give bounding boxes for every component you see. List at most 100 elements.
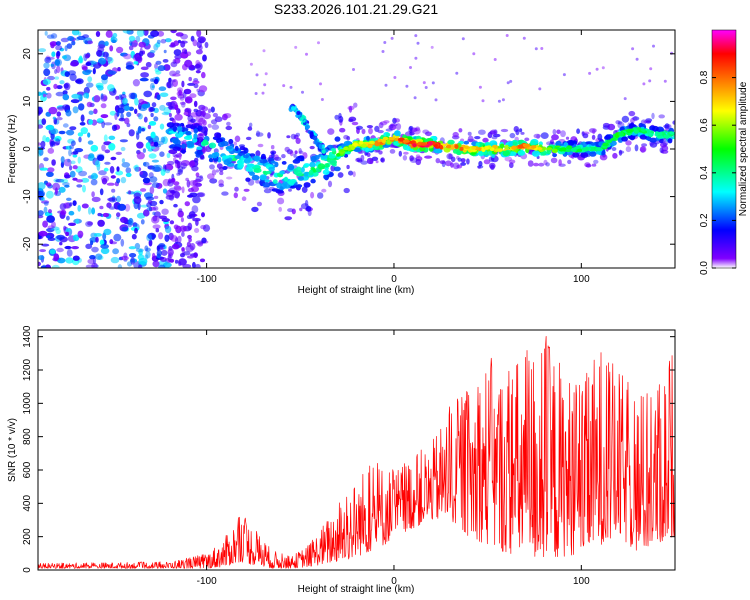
haze-cell	[218, 183, 225, 188]
noise-cell	[170, 42, 175, 47]
haze-cell	[565, 136, 570, 140]
noise-cell	[68, 149, 72, 157]
haze-cell	[611, 147, 617, 151]
noise-cell	[188, 237, 192, 243]
noise-cell	[44, 56, 52, 64]
ridge-peak-cell	[350, 145, 355, 151]
noise-cell	[86, 101, 93, 108]
ridge-peak-cell	[633, 129, 640, 134]
noise-cell	[176, 172, 181, 176]
noise-cell	[78, 103, 85, 111]
noise-cell	[38, 124, 44, 129]
noise-cell	[136, 141, 144, 149]
noise-cell	[93, 108, 98, 115]
noise-cell	[180, 253, 185, 258]
haze-cell	[474, 136, 481, 140]
haze-cell	[348, 170, 354, 176]
haze-cell	[649, 141, 658, 148]
haze-cell	[352, 171, 356, 178]
ridge-cell	[405, 145, 411, 151]
noise-cell	[158, 86, 167, 91]
noise-cell	[194, 64, 201, 69]
noise-cell	[178, 258, 187, 266]
ridge-cell	[259, 174, 267, 181]
noise-cell	[120, 146, 126, 152]
haze-cell	[361, 128, 366, 135]
haze-cell	[403, 151, 409, 155]
noise-cell	[38, 142, 42, 146]
ridge-cell	[253, 168, 262, 173]
noise-cell	[165, 189, 174, 197]
haze-cell	[415, 154, 421, 158]
noise-cell	[128, 246, 137, 250]
ridge-cell	[385, 132, 391, 137]
noise-cell	[131, 233, 137, 240]
noise-cell	[56, 257, 66, 264]
noise-cell	[46, 167, 55, 173]
noise-cell	[69, 126, 77, 131]
noise-cell	[170, 178, 175, 184]
speck-cell	[320, 98, 324, 101]
noise-cell	[38, 261, 41, 267]
ridge-cell	[456, 150, 462, 156]
noise-cell	[193, 252, 198, 258]
ridge-cell	[279, 170, 285, 175]
noise-cell	[107, 84, 115, 92]
ridge-cell	[317, 163, 325, 170]
ridge-cell	[193, 133, 198, 140]
speck-cell	[501, 98, 505, 102]
branch-cell	[295, 113, 301, 118]
noise-cell	[184, 201, 190, 207]
haze-cell	[450, 156, 456, 163]
speck-cell	[282, 84, 286, 88]
ridge-cell	[628, 123, 634, 130]
haze-cell	[299, 207, 303, 212]
noise-cell	[143, 30, 149, 36]
haze-cell	[294, 150, 298, 155]
noise-cell	[195, 59, 200, 66]
noise-cell	[179, 225, 187, 232]
ridge-peak-cell	[581, 147, 586, 151]
noise-cell	[183, 251, 191, 256]
speck-cell	[422, 81, 426, 85]
noise-cell	[201, 237, 207, 244]
ridge-cell	[185, 131, 192, 136]
ridge-cell	[294, 170, 303, 177]
haze-cell	[306, 205, 312, 212]
noise-cell	[184, 59, 193, 68]
noise-cell	[55, 178, 65, 183]
noise-cell	[181, 48, 188, 54]
haze-cell	[187, 115, 194, 122]
haze-cell	[552, 129, 557, 135]
noise-cell	[49, 249, 56, 255]
ridge-peak-cell	[459, 146, 464, 151]
noise-cell	[174, 190, 180, 199]
speck-cell	[506, 81, 510, 85]
snr-frame	[37, 329, 676, 571]
noise-cell	[199, 155, 205, 160]
haze-cell	[286, 135, 291, 139]
noise-cell	[99, 205, 104, 210]
ridge-cell	[172, 137, 179, 144]
noise-cell	[72, 200, 77, 207]
noise-cell	[172, 73, 181, 77]
speck-cell	[254, 92, 258, 95]
haze-cell	[560, 130, 566, 138]
haze-cell	[435, 158, 441, 164]
ridge-cell	[196, 146, 203, 150]
noise-cell	[145, 136, 153, 141]
haze-cell	[415, 158, 422, 166]
ridge-peak-cell	[397, 137, 405, 142]
noise-cell	[92, 67, 96, 75]
noise-cell	[201, 212, 205, 218]
noise-cell	[91, 207, 96, 215]
noise-cell	[78, 136, 82, 143]
haze-cell	[491, 136, 498, 140]
noise-cell	[143, 161, 150, 167]
haze-cell	[207, 173, 215, 180]
noise-cell	[67, 36, 75, 41]
haze-cell	[664, 123, 670, 130]
ridge-cell	[303, 163, 310, 167]
haze-cell	[273, 156, 282, 161]
